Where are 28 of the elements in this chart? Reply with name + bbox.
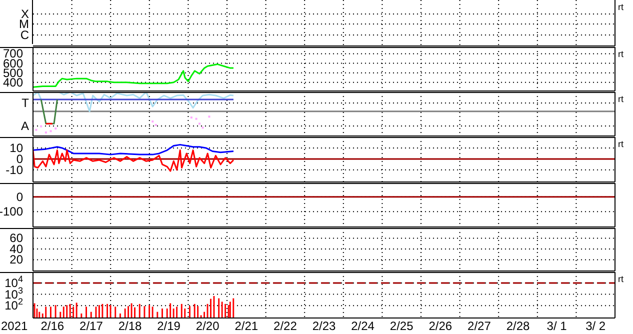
text: C xyxy=(19,28,29,42)
text: T xyxy=(20,96,29,110)
x-tick-label: 2/20 xyxy=(196,319,220,333)
x-tick-label: 2/26 xyxy=(428,319,452,333)
x-tick-label: 2/17 xyxy=(80,319,104,333)
text: rt xyxy=(618,138,624,151)
x-tick-label: 2/22 xyxy=(274,319,298,333)
x-tick-label: 2/28 xyxy=(506,319,530,333)
x-tick-label: 3/ 2 xyxy=(586,319,606,333)
x-axis-title: 2021 xyxy=(1,319,28,333)
x-tick-label: 2/16 xyxy=(40,319,64,333)
line-series xyxy=(33,144,234,156)
text: rt xyxy=(618,273,624,286)
y-tick-label: 0 xyxy=(16,190,24,204)
text: A xyxy=(20,119,29,133)
x-tick-label: 2/25 xyxy=(390,319,414,333)
x-tick-label: 2/23 xyxy=(312,319,336,333)
text: rt xyxy=(618,48,624,61)
x-tick-label: 2/24 xyxy=(351,319,375,333)
x-tick-label: 2/18 xyxy=(118,319,142,333)
text: rt xyxy=(618,93,624,106)
x-tick-label: 3/ 1 xyxy=(546,319,568,333)
x-tick-label: 2/27 xyxy=(468,319,492,333)
line-series xyxy=(33,149,234,172)
x-tick-label: 2/19 xyxy=(157,319,181,333)
text: rt xyxy=(618,1,624,14)
line-series xyxy=(33,63,234,88)
x-tick-label: 2/21 xyxy=(234,319,258,333)
